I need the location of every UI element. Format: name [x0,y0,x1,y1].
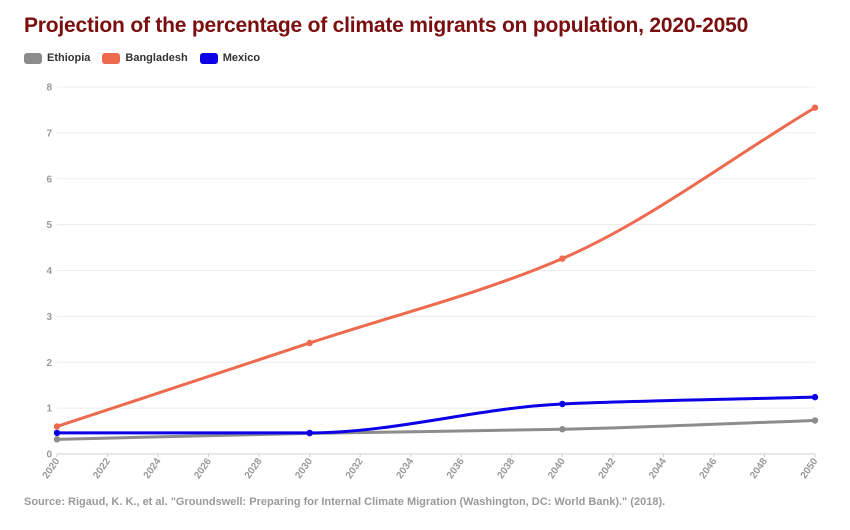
y-tick-label-3: 3 [46,312,52,323]
data-point-bangladesh-2050 [811,104,819,111]
series-line-mexico [55,395,817,435]
legend: Ethiopia Bangladesh Mexico [24,52,260,64]
x-tick-label-2026: 2026 [192,456,214,481]
data-point-bangladesh-2030 [306,339,313,347]
legend-label-ethiopia: Ethiopia [47,52,91,64]
x-tick-label-2036: 2036 [445,456,467,481]
x-tick-label-2020: 2020 [41,456,63,481]
data-point-bangladesh-2020 [53,423,61,430]
legend-item-mexico[interactable]: Mexico [199,52,261,64]
x-tick-label-2022: 2022 [91,456,113,481]
x-tick-label-2042: 2042 [597,456,619,481]
x-tick-label-2044: 2044 [647,456,669,481]
x-tick-label-2040: 2040 [546,456,568,481]
data-point-ethiopia-2050 [811,417,819,424]
x-tick-label-2032: 2032 [344,456,366,481]
legend-item-bangladesh[interactable]: Bangladesh [102,52,188,64]
legend-item-ethiopia[interactable]: Ethiopia [24,52,90,64]
x-tick-label-2030: 2030 [293,456,315,481]
x-tick-label-2038: 2038 [495,456,517,481]
data-point-mexico-2020 [53,429,61,437]
legend-swatch-ethiopia [24,52,42,64]
y-tick-label-7: 7 [46,128,52,139]
y-tick-label-0: 0 [46,450,52,461]
y-tick-label-1: 1 [46,404,52,415]
data-point-ethiopia-2040 [559,426,566,433]
series-line-bangladesh [55,106,817,428]
series-line-ethiopia [55,419,817,441]
chart-title: Projection of the percentage of climate … [24,14,749,37]
legend-swatch-bangladesh [102,52,121,64]
data-point-mexico-2050 [811,393,819,401]
x-tick-label-2028: 2028 [243,456,265,481]
x-tick-label-2046: 2046 [698,456,720,481]
x-tick-label-2048: 2048 [748,456,770,481]
y-tick-label-4: 4 [46,266,52,277]
legend-label-bangladesh: Bangladesh [125,52,188,64]
data-point-mexico-2030 [306,429,313,437]
source-note: Source: Rigaud, K. K., et al. "Groundswe… [24,496,666,508]
legend-label-mexico: Mexico [222,52,261,64]
y-tick-label-5: 5 [46,220,52,231]
legend-swatch-mexico [199,52,218,64]
x-tick-label-2024: 2024 [142,456,164,481]
y-tick-label-2: 2 [46,358,52,369]
y-tick-label-6: 6 [46,174,52,185]
x-tick-label-2034: 2034 [394,456,416,481]
data-point-mexico-2040 [559,400,566,408]
y-tick-label-8: 8 [46,83,52,94]
x-tick-label-2050: 2050 [799,456,821,481]
data-point-bangladesh-2040 [559,255,566,262]
data-point-ethiopia-2020 [53,436,61,443]
